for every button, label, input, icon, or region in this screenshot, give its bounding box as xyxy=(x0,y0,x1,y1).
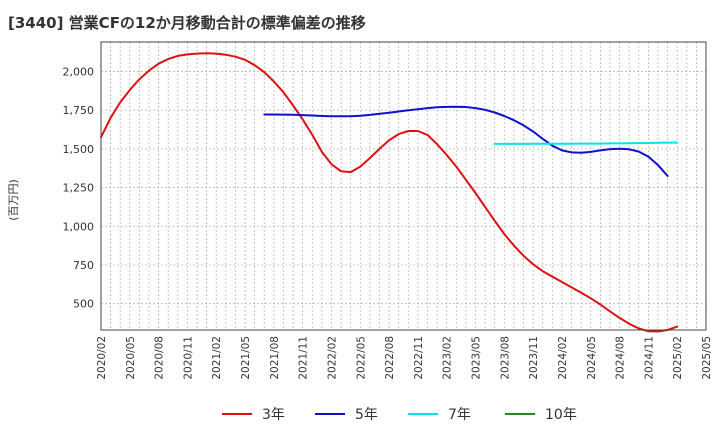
x-tick-label: 2020/11 xyxy=(182,336,194,380)
grid xyxy=(100,42,707,330)
series-line-3年 xyxy=(100,52,679,333)
x-tick-label: 2022/08 xyxy=(384,336,396,380)
y-tick-label: 750 xyxy=(73,259,94,272)
y-tick-label: 1,500 xyxy=(63,143,95,156)
y-tick-label: 2,000 xyxy=(63,65,95,78)
legend-label: 10年 xyxy=(545,407,577,423)
x-tick-label: 2025/02 xyxy=(672,336,684,380)
x-tick-label: 2024/11 xyxy=(643,336,655,380)
x-tick-label: 2023/02 xyxy=(442,336,454,380)
legend-label: 5年 xyxy=(355,407,378,423)
legend: 3年 5年 7年 10年 xyxy=(222,407,577,423)
chart-title: [3440] 営業CFの12か月移動合計の標準偏差の推移 xyxy=(8,14,366,32)
y-tick-label: 1,250 xyxy=(63,182,95,195)
x-tick-label: 2023/11 xyxy=(528,336,540,380)
series-line-5年 xyxy=(263,105,669,177)
legend-label: 3年 xyxy=(262,407,285,423)
x-tick-label: 2020/02 xyxy=(96,336,108,380)
y-tick-label: 1,750 xyxy=(63,104,95,117)
x-tick-label: 2021/05 xyxy=(240,336,252,380)
x-tick-label: 2024/02 xyxy=(557,336,569,380)
series-layer xyxy=(100,52,679,333)
series-line-7年 xyxy=(493,141,679,145)
x-tick-label: 2021/08 xyxy=(269,336,281,380)
x-tick-label: 2021/11 xyxy=(298,336,310,380)
x-tick-labels: 2020/02 2020/05 2020/08 2020/11 2021/02 2021/… xyxy=(96,336,713,380)
y-tick-label: 1,000 xyxy=(63,220,95,233)
x-tick-label: 2023/08 xyxy=(499,336,511,380)
plot-frame xyxy=(100,41,707,331)
x-tick-label: 2025/05 xyxy=(701,336,713,380)
x-tick-label: 2022/02 xyxy=(326,336,338,380)
x-tick-label: 2024/05 xyxy=(586,336,598,380)
x-tick-label: 2022/05 xyxy=(355,336,367,380)
x-tick-label: 2020/08 xyxy=(154,336,166,380)
x-tick-label: 2024/08 xyxy=(615,336,627,380)
y-tick-label: 500 xyxy=(73,298,94,311)
legend-label: 7年 xyxy=(448,407,471,423)
x-tick-label: 2020/05 xyxy=(125,336,137,380)
y-axis-label: (百万円) xyxy=(7,179,20,221)
x-tick-label: 2023/05 xyxy=(471,336,483,380)
x-tick-label: 2021/02 xyxy=(211,336,223,380)
x-tick-label: 2022/11 xyxy=(413,336,425,380)
y-tick-labels: 500 750 1,000 1,250 1,500 1,750 2,000 xyxy=(63,65,95,310)
